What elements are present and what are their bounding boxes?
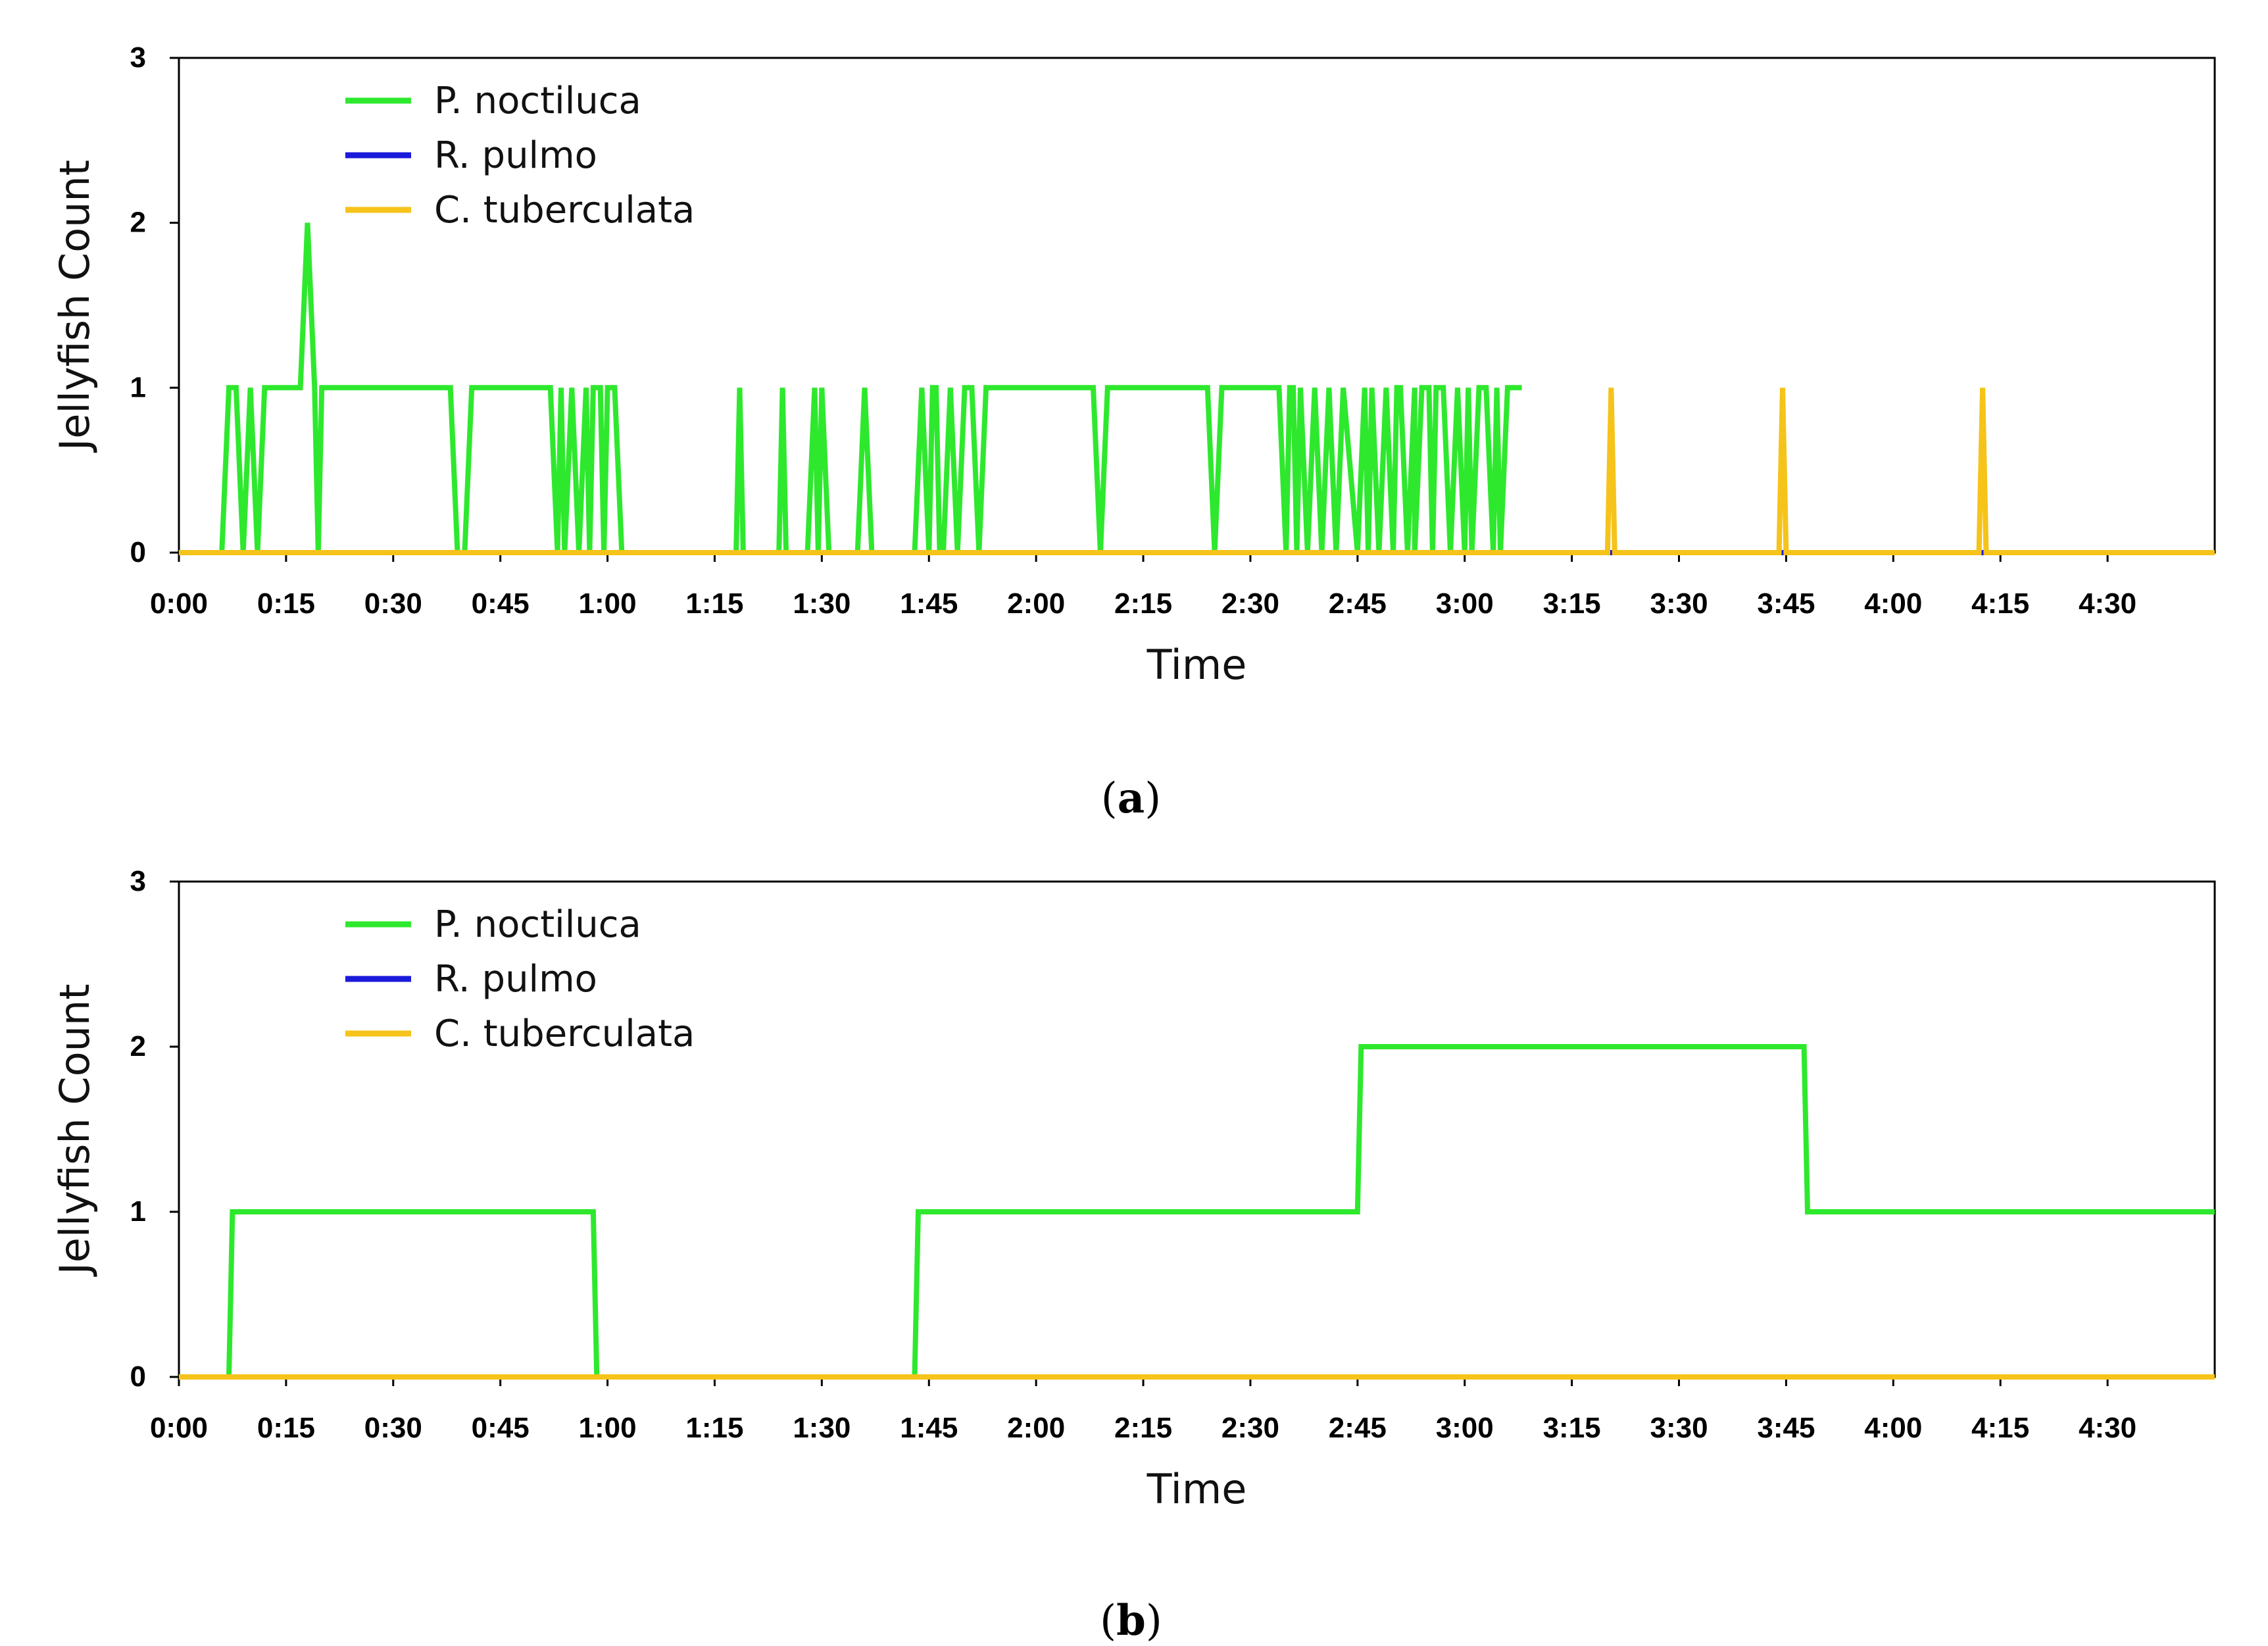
- legend-label-r-pulmo: R. pulmo: [434, 958, 597, 1001]
- x-tick-label: 3:15: [1543, 1412, 1601, 1444]
- x-axis-title: Time: [1146, 641, 1247, 689]
- x-tick-label: 1:45: [900, 587, 958, 620]
- y-axis-title: Jellyfish Count: [51, 984, 99, 1277]
- x-tick-label: 2:45: [1329, 1412, 1387, 1444]
- x-tick-label: 2:30: [1221, 1412, 1279, 1444]
- x-tick-label: 0:30: [364, 587, 422, 620]
- x-tick-label: 2:45: [1329, 587, 1387, 620]
- x-tick-label: 0:45: [472, 1412, 530, 1444]
- x-tick-label: 0:30: [364, 1412, 422, 1444]
- x-tick-label: 0:15: [257, 587, 315, 620]
- legend-label-c-tuberculata: C. tuberculata: [434, 189, 695, 232]
- x-tick-label: 3:00: [1436, 1412, 1494, 1444]
- y-tick-label: 2: [130, 207, 146, 239]
- x-tick-label: 1:30: [793, 587, 851, 620]
- legend-label-p-noctiluca: P. noctiluca: [434, 903, 641, 946]
- x-tick-label: 2:15: [1114, 1412, 1172, 1444]
- x-tick-label: 3:45: [1757, 1412, 1815, 1444]
- x-tick-label: 0:00: [150, 587, 208, 620]
- x-tick-label: 3:45: [1757, 587, 1815, 620]
- x-tick-label: 1:15: [685, 1412, 743, 1444]
- x-tick-label: 1:30: [793, 1412, 851, 1444]
- series-line-p-noctiluca: [179, 222, 1522, 555]
- plot-frame: [178, 880, 2216, 1378]
- x-tick-label: 4:30: [2079, 587, 2136, 620]
- x-tick-label: 2:15: [1114, 587, 1172, 620]
- x-tick-label: 4:30: [2079, 1412, 2136, 1444]
- x-tick-label: 0:45: [472, 587, 530, 620]
- series-line-c-tuberculata: [179, 387, 2215, 555]
- x-tick-label: 1:15: [685, 587, 743, 620]
- y-tick-label: 0: [130, 536, 146, 568]
- y-axis-title: Jellyfish Count: [51, 160, 99, 453]
- x-tick-label: 4:15: [1971, 587, 2029, 620]
- x-axis-title: Time: [1146, 1465, 1247, 1513]
- x-tick-label: 1:45: [900, 1412, 958, 1444]
- y-tick-label: 1: [130, 371, 146, 403]
- y-tick-label: 1: [130, 1195, 146, 1228]
- y-tick-label: 3: [130, 865, 146, 897]
- legend-label-c-tuberculata: C. tuberculata: [434, 1012, 695, 1055]
- legend-label-r-pulmo: R. pulmo: [434, 134, 597, 177]
- chart-panel-b: 0 1 2 3 0:00 0:15 0:30 0:45 1:00 1:15 1:30 1:45 2:00…: [51, 865, 2216, 1645]
- x-tick-label: 4:00: [1864, 587, 1922, 620]
- plot-frame: [178, 57, 2216, 554]
- legend-label-p-noctiluca: P. noctiluca: [434, 80, 641, 122]
- x-tick-label: 0:00: [150, 1412, 208, 1444]
- y-tick-label: 0: [130, 1360, 146, 1393]
- series-line-p-noctiluca: [179, 1044, 2215, 1380]
- x-tick-label: 0:15: [257, 1412, 315, 1444]
- x-tick-label: 2:00: [1007, 587, 1065, 620]
- x-tick-label: 3:30: [1650, 587, 1708, 620]
- x-tick-label: 2:30: [1221, 587, 1279, 620]
- y-tick-label: 3: [130, 41, 146, 74]
- x-tick-label: 3:30: [1650, 1412, 1708, 1444]
- x-tick-label: 1:00: [579, 1412, 637, 1444]
- x-tick-label: 3:00: [1436, 587, 1494, 620]
- chart-panel-a: 0 1 2 3 0:00 0:15 0:30 0:45 1:00 1:15 1:30 1:45 2:00…: [51, 41, 2216, 823]
- x-tick-label: 1:00: [579, 587, 637, 620]
- x-tick-label: 4:15: [1971, 1412, 2029, 1444]
- y-tick-label: 2: [130, 1030, 146, 1062]
- panel-caption: (b): [1100, 1596, 1162, 1645]
- x-tick-label: 3:15: [1543, 587, 1601, 620]
- x-tick-label: 2:00: [1007, 1412, 1065, 1444]
- x-tick-label: 4:00: [1864, 1412, 1922, 1444]
- panel-caption: (a): [1101, 774, 1161, 823]
